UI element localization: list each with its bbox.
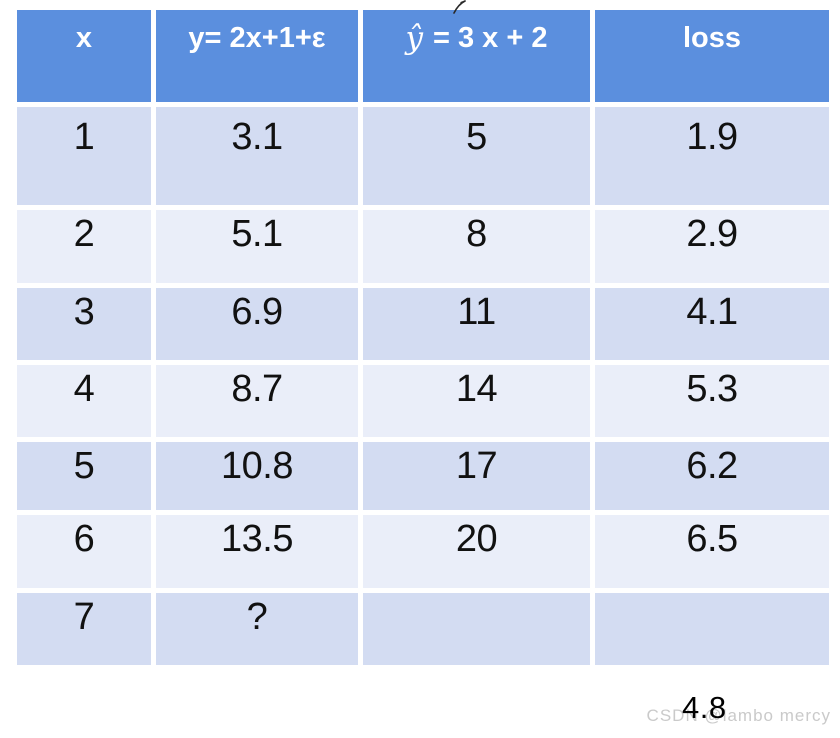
cell-x: 3	[17, 288, 151, 360]
data-table: x y= 2x+1+ε ŷ = 3 x + 2 loss 1 3.1 5 1.9 …	[17, 10, 829, 665]
cell-yhat: 20	[363, 515, 590, 588]
cell-x: 2	[17, 210, 151, 283]
cell-y: 8.7	[156, 365, 358, 437]
cell-y: 6.9	[156, 288, 358, 360]
watermark-text: CSDN @lambo mercy	[646, 706, 831, 725]
cell-y: 5.1	[156, 210, 358, 283]
cell-x: 6	[17, 515, 151, 588]
cell-x: 4	[17, 365, 151, 437]
answer-value: 4.8	[682, 690, 727, 725]
cell-y: 10.8	[156, 442, 358, 510]
header-cell-y: y= 2x+1+ε	[156, 10, 358, 102]
cell-y: 3.1	[156, 107, 358, 205]
header-cell-yhat: ŷ = 3 x + 2	[363, 10, 590, 102]
cell-loss	[595, 593, 829, 665]
header-cell-loss: loss	[595, 10, 829, 102]
cell-loss: 5.3	[595, 365, 829, 437]
cell-yhat: 5	[363, 107, 590, 205]
header-cell-x: x	[17, 10, 151, 102]
cell-loss: 2.9	[595, 210, 829, 283]
cell-y: 13.5	[156, 515, 358, 588]
cell-loss: 6.5	[595, 515, 829, 588]
cell-yhat	[363, 593, 590, 665]
cell-x: 7	[17, 593, 151, 665]
yhat-symbol: ŷ	[405, 20, 423, 56]
cell-yhat: 17	[363, 442, 590, 510]
cell-x: 5	[17, 442, 151, 510]
cell-yhat: 14	[363, 365, 590, 437]
cell-loss: 1.9	[595, 107, 829, 205]
cell-yhat: 11	[363, 288, 590, 360]
cell-loss: 6.2	[595, 442, 829, 510]
cell-x: 1	[17, 107, 151, 205]
cell-yhat: 8	[363, 210, 590, 283]
yhat-equation: = 3 x + 2	[433, 22, 548, 54]
pen-stroke-mark	[453, 0, 466, 14]
cell-loss: 4.1	[595, 288, 829, 360]
cell-y: ?	[156, 593, 358, 665]
